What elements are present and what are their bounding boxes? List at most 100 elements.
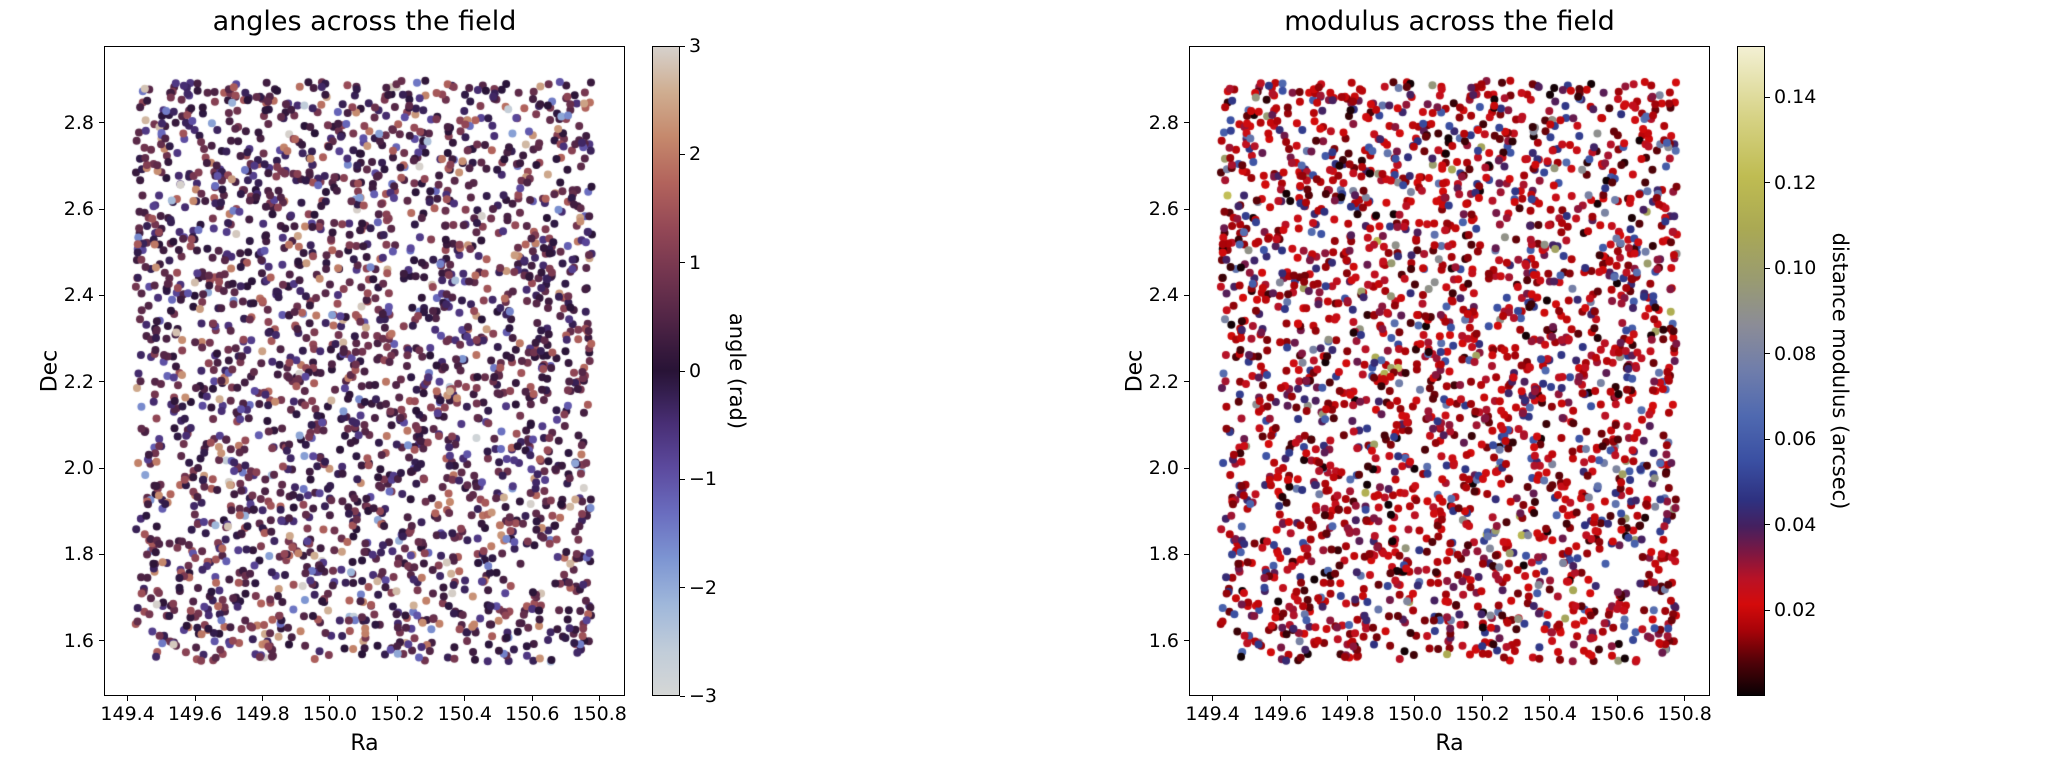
x-tick-label: 149.4	[100, 703, 155, 725]
colorbar-gradient	[652, 46, 680, 696]
y-tick-label: 2.8	[63, 111, 94, 134]
y-tick-label: 1.8	[1148, 543, 1179, 566]
x-tick-label: 149.8	[235, 703, 290, 725]
y-tick-mark	[99, 208, 104, 210]
x-tick-label: 150.4	[437, 703, 493, 725]
colorbar-tick-label: 0.12	[1774, 171, 1817, 194]
colorbar-label: angle (rad)	[725, 312, 749, 430]
x-tick-label: 150.4	[1522, 703, 1578, 725]
x-tick-label: 150.6	[1590, 703, 1645, 725]
x-tick-label: 150.8	[572, 703, 627, 725]
y-tick-mark	[99, 553, 104, 555]
y-tick-mark	[99, 381, 104, 383]
x-tick-mark	[1279, 696, 1281, 701]
colorbar-tick-mark	[680, 695, 685, 697]
x-tick-mark	[329, 696, 331, 701]
x-tick-mark	[127, 696, 129, 701]
x-tick-label: 149.6	[1252, 703, 1308, 725]
x-tick-label: 150.0	[302, 703, 358, 725]
colorbar-tick-mark	[1765, 524, 1770, 526]
x-tick-mark	[1414, 696, 1416, 701]
y-tick-mark	[99, 294, 104, 296]
colorbar-tick-label: 0.08	[1774, 342, 1817, 365]
scatter-canvas	[1190, 47, 1709, 695]
colorbar-tick-mark	[1765, 182, 1770, 184]
y-tick-label: 2.4	[63, 284, 94, 307]
x-tick-mark	[396, 696, 398, 701]
plot-area	[1189, 46, 1710, 696]
x-tick-mark	[194, 696, 196, 701]
y-tick-label: 1.6	[63, 629, 94, 652]
y-tick-label: 2.4	[1148, 284, 1179, 307]
x-tick-mark	[261, 696, 263, 701]
y-tick-label: 2.8	[1148, 111, 1179, 134]
colorbar-gradient	[1737, 46, 1765, 696]
y-tick-mark	[1184, 208, 1189, 210]
colorbar-tick-label: −3	[689, 685, 718, 707]
colorbar-tick-mark	[1765, 609, 1770, 611]
x-tick-mark	[1549, 696, 1551, 701]
y-tick-label: 1.8	[63, 543, 94, 566]
x-tick-mark	[1346, 696, 1348, 701]
y-tick-mark	[99, 640, 104, 642]
colorbar-tick-label: −1	[689, 468, 718, 491]
y-tick-mark	[99, 122, 104, 124]
x-axis-label: Ra	[1435, 731, 1464, 756]
colorbar-tick-mark	[1765, 267, 1770, 269]
colorbar-tick-mark	[1765, 438, 1770, 440]
colorbar-tick-label: 3	[689, 35, 702, 57]
colorbar-tick-label: 0.04	[1774, 513, 1817, 536]
colorbar-tick-mark	[680, 370, 685, 372]
colorbar-label: distance modulus (arcsec)	[1828, 232, 1852, 510]
y-tick-label: 2.6	[63, 198, 94, 221]
x-tick-label: 150.0	[1387, 703, 1443, 725]
x-tick-label: 149.4	[1185, 703, 1240, 725]
y-tick-mark	[1184, 381, 1189, 383]
colorbar-tick-label: 1	[689, 251, 702, 274]
plot-area	[104, 46, 625, 696]
colorbar-tick-mark	[680, 153, 685, 155]
y-tick-mark	[99, 467, 104, 469]
y-tick-mark	[1184, 640, 1189, 642]
x-tick-label: 150.2	[1455, 703, 1510, 725]
x-tick-label: 150.2	[370, 703, 425, 725]
colorbar-tick-label: 0.10	[1774, 257, 1817, 280]
y-tick-mark	[1184, 294, 1189, 296]
y-tick-label: 1.6	[1148, 629, 1179, 652]
x-tick-label: 150.6	[505, 703, 560, 725]
colorbar-tick-mark	[680, 45, 685, 47]
x-tick-mark	[464, 696, 466, 701]
colorbar-tick-label: 0.02	[1774, 599, 1817, 622]
colorbar-tick-label: 2	[689, 143, 702, 166]
plot-title: angles across the field	[212, 6, 517, 37]
colorbar-tick-label: 0.06	[1774, 428, 1817, 451]
y-tick-label: 2.2	[63, 370, 94, 393]
y-tick-label: 2.2	[1148, 370, 1179, 393]
plot-title: modulus across the field	[1284, 6, 1615, 37]
colorbar-tick-mark	[1765, 353, 1770, 355]
y-tick-mark	[1184, 122, 1189, 124]
colorbar-tick-mark	[680, 478, 685, 480]
x-tick-label: 150.8	[1657, 703, 1712, 725]
y-tick-mark	[1184, 467, 1189, 469]
x-tick-mark	[599, 696, 601, 701]
x-tick-mark	[531, 696, 533, 701]
x-tick-mark	[1616, 696, 1618, 701]
y-tick-label: 2.0	[1148, 457, 1179, 480]
colorbar-tick-mark	[680, 587, 685, 589]
colorbar-tick-mark	[680, 262, 685, 264]
x-tick-mark	[1684, 696, 1686, 701]
x-tick-label: 149.8	[1320, 703, 1375, 725]
scatter-canvas	[105, 47, 624, 695]
colorbar-tick-label: 0.14	[1774, 86, 1817, 109]
y-tick-label: 2.6	[1148, 198, 1179, 221]
y-tick-mark	[1184, 553, 1189, 555]
colorbar-tick-label: 0	[689, 360, 702, 382]
colorbar-tick-mark	[1765, 96, 1770, 98]
x-tick-mark	[1481, 696, 1483, 701]
y-tick-label: 2.0	[63, 457, 94, 480]
x-axis-label: Ra	[350, 731, 379, 756]
colorbar-tick-label: −2	[689, 576, 718, 599]
